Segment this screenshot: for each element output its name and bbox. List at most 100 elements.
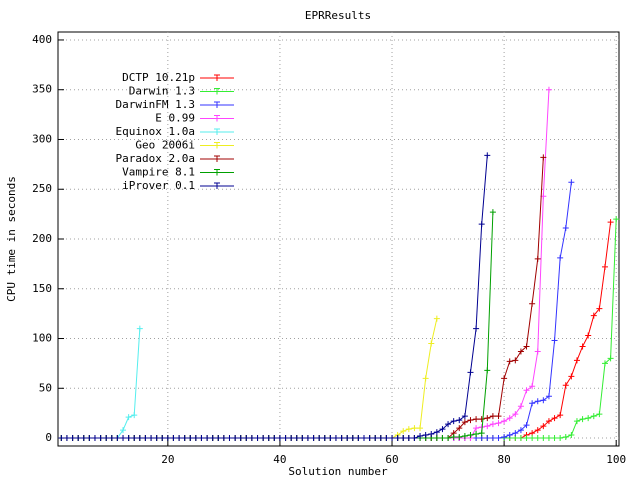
- point-marker: [389, 435, 396, 442]
- point-marker: [540, 154, 547, 161]
- point-marker: [557, 435, 564, 442]
- y-tick-label: 50: [39, 381, 52, 394]
- point-marker: [540, 435, 547, 442]
- series-line: [61, 328, 141, 439]
- point-marker: [338, 435, 345, 442]
- legend-marker: [214, 115, 220, 122]
- point-marker: [142, 435, 149, 442]
- point-marker: [545, 418, 552, 425]
- point-marker: [243, 435, 250, 442]
- point-marker: [400, 435, 407, 442]
- point-marker: [473, 416, 480, 423]
- series-line: [61, 318, 438, 439]
- point-marker: [562, 225, 569, 232]
- point-marker: [551, 435, 558, 442]
- point-marker: [501, 375, 508, 382]
- point-marker: [529, 435, 536, 442]
- y-tick-label: 150: [32, 282, 52, 295]
- x-tick-label: 80: [497, 453, 510, 466]
- point-marker: [495, 413, 502, 420]
- legend-label: Darwin 1.3: [129, 85, 195, 98]
- point-marker: [512, 357, 519, 364]
- point-marker: [327, 435, 334, 442]
- point-marker: [209, 435, 216, 442]
- point-marker: [159, 435, 166, 442]
- point-marker: [445, 421, 452, 428]
- point-marker: [422, 432, 429, 439]
- point-marker: [456, 417, 463, 424]
- point-marker: [125, 414, 132, 421]
- point-marker: [523, 422, 530, 429]
- point-marker: [467, 417, 474, 424]
- point-marker: [344, 435, 351, 442]
- point-marker: [288, 435, 295, 442]
- point-marker: [383, 435, 390, 442]
- point-marker: [585, 332, 592, 339]
- point-marker: [198, 435, 205, 442]
- point-marker: [545, 86, 552, 93]
- point-marker: [506, 358, 513, 365]
- point-marker: [478, 221, 485, 228]
- point-marker: [478, 430, 485, 437]
- x-tick-label: 60: [385, 453, 398, 466]
- point-marker: [484, 415, 491, 422]
- y-tick-label: 350: [32, 83, 52, 96]
- point-marker: [148, 435, 155, 442]
- legend-label: DCTP 10.21p: [122, 71, 195, 84]
- legend-marker: [214, 182, 220, 189]
- point-marker: [585, 415, 592, 422]
- point-marker: [204, 435, 211, 442]
- point-marker: [120, 435, 127, 442]
- point-marker: [557, 254, 564, 261]
- point-marker: [534, 348, 541, 355]
- point-marker: [478, 416, 485, 423]
- point-marker: [176, 435, 183, 442]
- point-marker: [540, 397, 547, 404]
- point-marker: [579, 343, 586, 350]
- point-marker: [473, 431, 480, 438]
- point-marker: [254, 435, 261, 442]
- point-marker: [428, 340, 435, 347]
- point-marker: [316, 435, 323, 442]
- y-tick-label: 400: [32, 33, 52, 46]
- point-marker: [523, 435, 530, 442]
- point-marker: [282, 435, 289, 442]
- point-marker: [237, 435, 244, 442]
- point-marker: [590, 312, 597, 319]
- x-tick-label: 40: [273, 453, 286, 466]
- point-marker: [607, 219, 614, 226]
- legend-marker: [214, 128, 220, 135]
- point-marker: [489, 421, 496, 428]
- point-marker: [534, 255, 541, 262]
- legend-marker: [214, 142, 220, 149]
- point-marker: [517, 427, 524, 434]
- point-marker: [349, 435, 356, 442]
- point-marker: [372, 435, 379, 442]
- legend-label: Equinox 1.0a: [116, 125, 195, 138]
- point-marker: [473, 425, 480, 432]
- point-marker: [467, 432, 474, 439]
- point-marker: [75, 435, 82, 442]
- point-marker: [411, 435, 418, 442]
- point-marker: [495, 435, 502, 442]
- point-marker: [428, 431, 435, 438]
- point-marker: [405, 435, 412, 442]
- point-marker: [293, 435, 300, 442]
- point-marker: [534, 435, 541, 442]
- point-marker: [422, 375, 429, 382]
- point-marker: [108, 435, 115, 442]
- point-marker: [232, 435, 239, 442]
- point-marker: [58, 435, 65, 442]
- point-marker: [484, 423, 491, 430]
- point-marker: [299, 435, 306, 442]
- point-marker: [187, 435, 194, 442]
- point-marker: [456, 425, 463, 432]
- legend-marker: [214, 74, 220, 81]
- point-marker: [506, 432, 513, 439]
- legend-marker: [214, 101, 220, 108]
- point-marker: [63, 435, 70, 442]
- point-marker: [417, 433, 424, 440]
- chart-title: EPRResults: [305, 9, 371, 22]
- point-marker: [568, 432, 575, 439]
- point-marker: [439, 426, 446, 433]
